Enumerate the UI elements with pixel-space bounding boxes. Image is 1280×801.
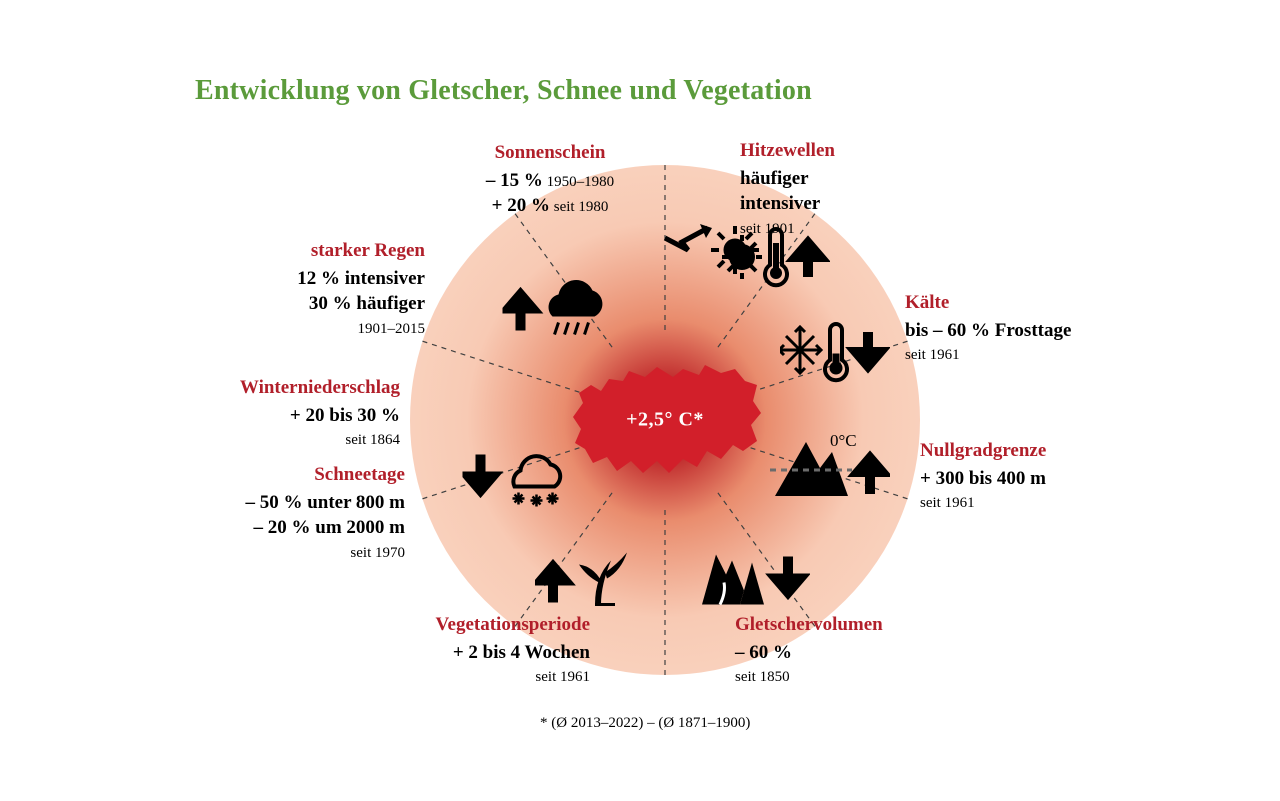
snow-down-icon (463, 443, 568, 518)
radial-diagram: +2,5° C* (410, 165, 920, 675)
zero-degree-line-icon: 0°C (770, 430, 890, 510)
sector-label-winter: Winterniederschlag+ 20 bis 30 %seit 1864 (180, 375, 400, 451)
center-temperature-value: +2,5° C* (626, 409, 704, 432)
sector-heading: Nullgradgrenze (920, 438, 1150, 464)
sector-value-line: – 50 % unter 800 m (185, 490, 405, 516)
sector-value-line: bis – 60 % Frosttage (905, 318, 1135, 344)
sector-value-line: häufiger (740, 166, 940, 192)
sector-value-line: intensiver (740, 191, 940, 217)
sector-label-schneetage: Schneetage– 50 % unter 800 m– 20 % um 20… (185, 462, 405, 563)
sector-heading: Sonnenschein (430, 140, 670, 166)
sector-since: seit 1970 (185, 543, 405, 563)
glacier-down-icon (700, 543, 810, 618)
sector-label-regen: starker Regen12 % intensiver30 % häufige… (225, 238, 425, 339)
sector-heading: Vegetationsperiode (360, 612, 590, 638)
sector-since: seit 1901 (740, 219, 940, 239)
sector-label-hitzewellen: Hitzewellenhäufigerintensiverseit 1901 (740, 138, 940, 239)
sector-since: seit 1961 (360, 667, 590, 687)
sector-since: seit 1961 (905, 345, 1135, 365)
sector-label-kalte: Kältebis – 60 % Frosttageseit 1961 (905, 290, 1135, 366)
sector-label-nullgrad: Nullgradgrenze+ 300 bis 400 mseit 1961 (920, 438, 1150, 514)
sector-label-sonnenschein: Sonnenschein– 15 % 1950–1980+ 20 % seit … (430, 140, 670, 219)
sector-since: seit 1850 (735, 667, 965, 687)
sector-value-line: + 20 bis 30 % (180, 403, 400, 429)
sector-heading: Hitzewellen (740, 138, 940, 164)
sector-since: seit 1961 (920, 493, 1150, 513)
sector-since: 1901–2015 (225, 319, 425, 339)
heavy-rain-up-icon (503, 273, 608, 348)
infographic-page: Entwicklung von Gletscher, Schnee und Ve… (0, 0, 1280, 801)
sector-heading: starker Regen (225, 238, 425, 264)
page-title: Entwicklung von Gletscher, Schnee und Ve… (195, 75, 812, 107)
sector-value-line: 12 % intensiver (225, 266, 425, 292)
sector-label-gletscher: Gletschervolumen– 60 %seit 1850 (735, 612, 965, 688)
sector-heading: Gletschervolumen (735, 612, 965, 638)
sector-value-line: – 20 % um 2000 m (185, 515, 405, 541)
svg-text:0°C: 0°C (830, 431, 857, 450)
sector-value-line: – 60 % (735, 640, 965, 666)
sector-value-line: + 2 bis 4 Wochen (360, 640, 590, 666)
sector-value-line: + 20 % seit 1980 (430, 193, 670, 219)
sector-heading: Kälte (905, 290, 1135, 316)
sector-value-line: 30 % häufiger (225, 291, 425, 317)
sector-heading: Winterniederschlag (180, 375, 400, 401)
footnote-text: * (Ø 2013–2022) – (Ø 1871–1900) (540, 715, 750, 732)
cold-down-icon (780, 320, 890, 390)
sector-value-line: + 300 bis 400 m (920, 466, 1150, 492)
sector-value-line: – 15 % 1950–1980 (430, 168, 670, 194)
sector-heading: Schneetage (185, 462, 405, 488)
sector-label-vegetation: Vegetationsperiode+ 2 bis 4 Wochenseit 1… (360, 612, 590, 688)
vegetation-up-icon (535, 543, 635, 618)
sector-since: seit 1864 (180, 430, 400, 450)
